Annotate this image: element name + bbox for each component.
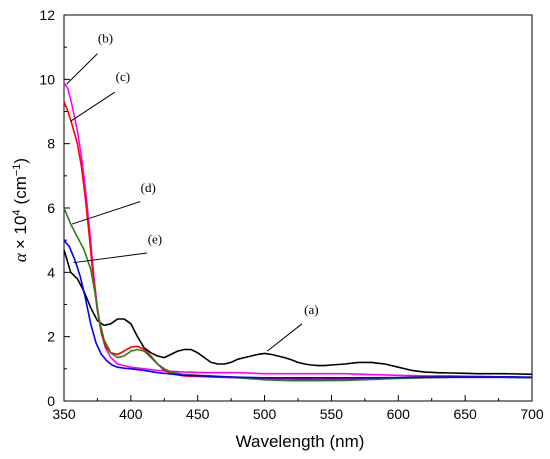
- series-line-a: [63, 249, 533, 376]
- y-tick-label: 10: [39, 71, 55, 87]
- series-layer: [63, 82, 533, 382]
- y-label-exp2: −1: [11, 164, 23, 177]
- y-label-exp1: 4: [11, 209, 23, 215]
- y-label-unit-close: ): [11, 158, 30, 164]
- annotation-label-e: (e): [148, 231, 162, 246]
- leader-line-a: [266, 323, 303, 352]
- x-tick-label: 550: [320, 406, 344, 422]
- leader-line-b: [66, 53, 98, 85]
- y-tick-label: 6: [47, 200, 55, 216]
- y-label-times: × 10: [11, 216, 30, 250]
- series-line-e: [63, 239, 533, 379]
- y-tick-label: 4: [47, 264, 55, 280]
- y-axis-ticks: 0 2 4 6 8 10 12: [39, 7, 70, 409]
- leader-line-e: [73, 252, 147, 264]
- x-tick-label: 600: [387, 406, 411, 422]
- series-line-c: [63, 101, 533, 381]
- y-axis-label: α × 104 (cm−1): [11, 158, 30, 262]
- x-tick-label: 400: [119, 406, 143, 422]
- annotation-label-b: (b): [98, 30, 113, 45]
- y-tick-label: 12: [39, 7, 55, 23]
- x-tick-label: 450: [186, 406, 210, 422]
- y-tick-label: 8: [47, 136, 55, 152]
- x-tick-label: 650: [453, 406, 477, 422]
- leader-line-d: [71, 201, 141, 225]
- y-label-unit-open: (cm: [11, 176, 30, 204]
- series-line-b: [63, 82, 533, 379]
- plot-border: [63, 14, 533, 402]
- series-line-d: [63, 207, 533, 382]
- x-tick-label: 350: [52, 406, 76, 422]
- x-tick-label: 500: [253, 406, 277, 422]
- x-axis-label: Wavelength (nm): [236, 432, 365, 451]
- x-axis-ticks: 350 400 450 500 550 600 650 700: [52, 395, 544, 422]
- annotation-layer: (a) (b) (c) (d) (e): [66, 30, 319, 352]
- leader-line-c: [70, 91, 116, 122]
- y-tick-label: 2: [47, 329, 55, 345]
- y-tick-label: 0: [47, 393, 55, 409]
- y-label-alpha: α: [11, 252, 30, 262]
- annotation-label-d: (d): [141, 180, 156, 195]
- annotation-label-c: (c): [116, 69, 130, 84]
- annotation-label-a: (a): [304, 302, 318, 317]
- plot-frame: [63, 14, 533, 402]
- x-tick-label: 700: [520, 406, 544, 422]
